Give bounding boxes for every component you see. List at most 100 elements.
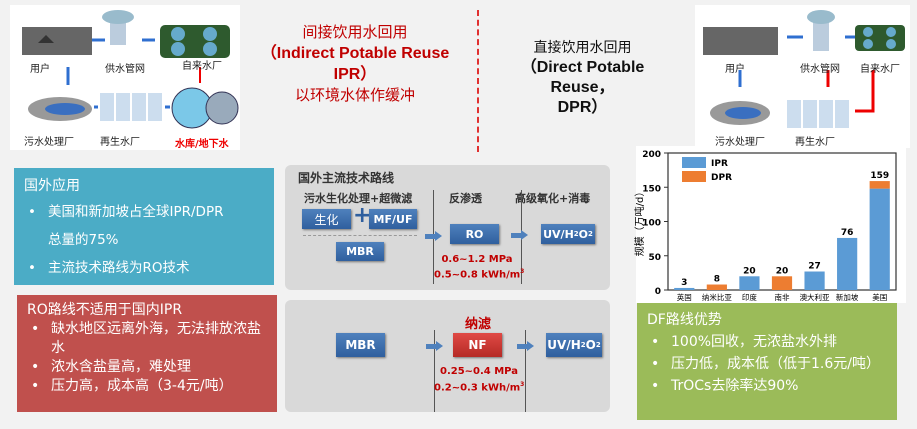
chart-background xyxy=(636,146,906,303)
plus-sign: + xyxy=(353,203,372,228)
nf-pressure: 0.25~0.4 MPa xyxy=(439,366,518,377)
list-item: 压力高，成本高（3-4元/吨） xyxy=(27,377,267,396)
ipr-title-cn: 间接饮用水回用 xyxy=(302,23,408,41)
ro-box: RO xyxy=(450,224,499,244)
list-item: 缺水地区远离外海，无法排放浓盐水 xyxy=(27,320,267,358)
legend-label: IPR xyxy=(711,159,728,169)
data-label: 8 xyxy=(714,275,720,285)
ipr-title: 间接饮用水回用 （Indirect Potable Reuse IPR） 以环境… xyxy=(225,22,485,106)
list-item: 主流技术路线为RO技术 xyxy=(24,254,264,282)
dpr-title-cn: 直接饮用水回用 xyxy=(533,40,632,56)
uv-h2o2-box: UV/H 2 O 2 xyxy=(541,224,595,244)
x-tick-label: 澳大利亚 xyxy=(800,292,830,302)
list-item-continued: 总量的75% xyxy=(48,232,119,248)
x-tick-label: 印度 xyxy=(742,292,757,302)
data-label: 27 xyxy=(808,262,821,272)
dpr-label-water-plant: 自来水厂 xyxy=(860,64,900,75)
data-label: 20 xyxy=(776,266,789,276)
bar-dpr xyxy=(706,284,727,290)
ipr-title-en: （Indirect Potable Reuse xyxy=(260,45,450,62)
list-item: 100%回收，无浓盐水外排 xyxy=(647,331,887,353)
legend-swatch xyxy=(682,157,706,168)
foreign-application-panel: 国外应用 美国和新加坡占全球IPR/DPR 总量的75% 主流技术路线为RO技术 xyxy=(14,168,274,285)
list-item: TrOCs去除率达90% xyxy=(647,375,887,397)
x-tick-label: 美国 xyxy=(872,292,887,302)
y-tick-label: 100 xyxy=(642,219,661,229)
ipr-illustration: 用户 供水管网 自来水厂 污水处理厂 再生水厂 水库/地下水 xyxy=(10,5,240,150)
arrow-right-icon xyxy=(511,230,528,240)
bar-dpr xyxy=(771,276,793,290)
ro-energy-value: 0.5~0.8 kWh/m xyxy=(434,269,521,281)
bar-ipr xyxy=(674,287,695,290)
panel-title: DF路线优势 xyxy=(647,312,722,328)
list-item: 浓水含盐量高，难处理 xyxy=(27,358,267,377)
legend-label: DPR xyxy=(711,173,732,183)
x-tick-label: 英国 xyxy=(677,292,692,302)
ipr-label-pipe-network: 供水管网 xyxy=(105,64,145,75)
bar-dpr xyxy=(869,181,890,189)
bar-ipr xyxy=(837,237,858,290)
data-label: 3 xyxy=(681,278,687,288)
bio-box: 生化 xyxy=(302,209,351,229)
y-axis-label: 规模（万吨/d） xyxy=(633,187,646,257)
list-item: 美国和新加坡占全球IPR/DPR xyxy=(24,198,264,226)
ipr-label-water-plant: 自来水厂 xyxy=(182,61,222,72)
uv-label: UV/H xyxy=(547,338,581,352)
mbr-box: MBR xyxy=(336,242,384,261)
dpr-title-abbr: DPR） xyxy=(557,99,608,116)
nf-title: 纳滤 xyxy=(464,317,491,332)
legend-swatch xyxy=(682,171,706,182)
x-tick-label: 纳米比亚 xyxy=(702,292,732,302)
dashed-separator xyxy=(303,235,417,236)
bar-ipr xyxy=(804,271,825,290)
nf-box: NF xyxy=(453,333,502,357)
dpr-flow-diagram xyxy=(703,10,905,128)
dpr-label-users: 用户 xyxy=(725,64,745,75)
uv-label: UV/H xyxy=(543,227,574,241)
ipr-label-reservoir: 水库/地下水 xyxy=(175,139,229,150)
data-label: 159 xyxy=(870,171,889,181)
x-tick-label: 南非 xyxy=(775,292,790,302)
dpr-title-en: （Direct Potable Reuse， xyxy=(520,59,645,96)
arrow-right-icon xyxy=(517,341,534,351)
section-divider xyxy=(477,10,479,152)
ro-energy: 0.5~0.8 kWh/m3 xyxy=(434,268,525,281)
ipr-label-wastewater-plant: 污水处理厂 xyxy=(24,137,74,148)
dpr-label-wastewater-plant: 污水处理厂 xyxy=(715,137,765,148)
nf-energy: 0.2~0.3 kWh/m3 xyxy=(434,381,525,394)
dpr-label-pipe-network: 供水管网 xyxy=(800,64,840,75)
panel-title: RO路线不适用于国内IPR xyxy=(27,302,183,318)
stage-divider xyxy=(434,330,435,412)
mfuf-box: MF/UF xyxy=(369,209,417,229)
dpr-label-reclaimed-plant: 再生水厂 xyxy=(795,137,835,148)
stage-header-bio: 污水生化处理+超微滤 xyxy=(304,192,413,205)
ipr-label-users: 用户 xyxy=(30,64,50,75)
arrow-right-icon xyxy=(426,341,443,351)
bar-ipr xyxy=(869,188,890,290)
stage-header-ro: 反渗透 xyxy=(449,192,482,205)
bar-ipr xyxy=(739,276,760,290)
list-item: 压力低，成本低（低于1.6元/吨） xyxy=(647,353,887,375)
data-label: 76 xyxy=(841,228,854,238)
dpr-title: 直接饮用水回用 （Direct Potable Reuse， DPR） xyxy=(490,38,675,118)
ro-limitations-panel: RO路线不适用于国内IPR 缺水地区远离外海，无法排放浓盐水 浓水含盐量高，难处… xyxy=(17,295,277,412)
y-tick-label: 150 xyxy=(642,184,661,194)
ipr-label-reclaimed-plant: 再生水厂 xyxy=(100,137,140,148)
df-advantages-panel: DF路线优势 100%回收，无浓盐水外排 压力低，成本低（低于1.6元/吨） T… xyxy=(637,303,897,420)
y-tick-label: 50 xyxy=(648,253,661,263)
data-label: 20 xyxy=(743,266,756,276)
arrow-right-icon xyxy=(425,231,442,241)
ipr-flow-diagram xyxy=(22,10,239,129)
dpr-illustration: 用户 供水管网 自来水厂 污水处理厂 再生水厂 xyxy=(695,5,910,148)
ipr-title-abbr: IPR） xyxy=(333,66,377,83)
x-tick-label: 新加坡 xyxy=(836,292,859,302)
ro-pressure: 0.6~1.2 MPa xyxy=(441,254,513,265)
mbr-box: MBR xyxy=(336,333,385,357)
nf-energy-value: 0.2~0.3 kWh/m xyxy=(434,382,521,394)
stage-divider xyxy=(525,330,526,412)
y-tick-label: 200 xyxy=(642,150,661,160)
ipr-subtitle: 以环境水体作缓冲 xyxy=(294,86,415,104)
uv-h2o2-box: UV/H 2 O 2 xyxy=(546,333,602,357)
y-tick-label: 0 xyxy=(655,287,661,297)
